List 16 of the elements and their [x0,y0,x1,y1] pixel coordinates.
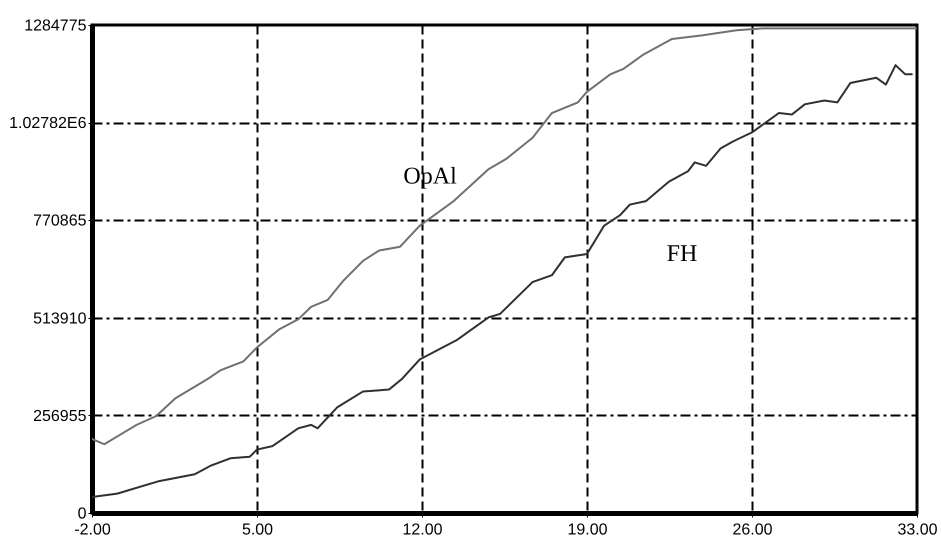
x-tick-label: -2.00 [74,522,111,538]
line-series [92,64,913,498]
x-tick-label: 33.00 [897,522,938,538]
line-series [92,27,917,446]
x-tick-label: 19.00 [567,522,608,538]
y-tick-label: 0 [78,506,87,522]
y-tick-label: 1284775 [24,18,87,34]
x-tick-label: 5.00 [242,522,274,538]
y-tick-label: 513910 [33,310,87,328]
y-tick-label: 256955 [33,408,87,425]
series-label: FH [666,240,698,267]
y-tick-label: 1.02782E6 [9,115,87,132]
x-tick-label: 26.00 [732,522,773,538]
y-tick-label: 770865 [33,212,87,230]
series-label: OpAl [403,164,458,190]
x-tick-label: 12.00 [402,522,443,538]
